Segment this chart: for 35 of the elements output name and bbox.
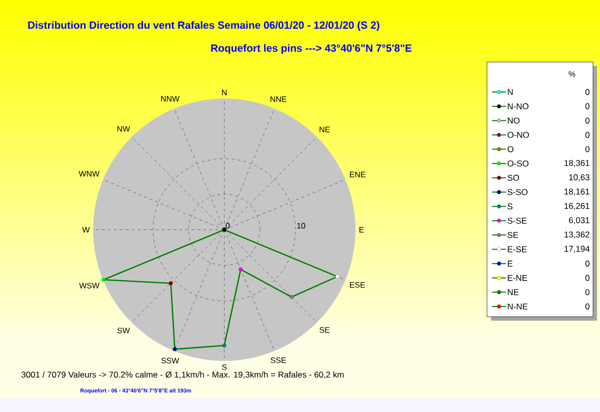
text: N bbox=[508, 89, 513, 95]
text: SO bbox=[508, 174, 520, 181]
text: 0 bbox=[585, 289, 590, 296]
text: S bbox=[508, 203, 512, 210]
text: 3001 / 7079 Valeurs -> 70.2% calme - Ø 1,1km/h - Max. 19,3km/h = Rafales - 60,2 km bbox=[22, 371, 344, 379]
text: 0 bbox=[585, 260, 590, 267]
text: 13,362 bbox=[564, 232, 590, 238]
chart-title: Distribution Direction du vent Rafales Semaine 06/01/20 - 12/01/20 (S 2) bbox=[28, 21, 380, 31]
text: 18,361 bbox=[564, 160, 590, 167]
chart-subtitle: Roquefort les pins ---> 43°40'6"N 7°5'8"E bbox=[211, 44, 412, 54]
text: O-SO bbox=[508, 160, 528, 166]
text: 6,031 bbox=[569, 217, 590, 224]
text: 10,63 bbox=[569, 174, 590, 182]
text: S-SO bbox=[508, 189, 528, 196]
text: E-NE bbox=[508, 274, 528, 281]
text: 18,161 bbox=[564, 188, 590, 196]
text: N-NO bbox=[508, 103, 528, 110]
text: 0 bbox=[585, 103, 590, 110]
text: N-NE bbox=[508, 304, 528, 310]
text: 0 bbox=[585, 304, 590, 310]
text: NO bbox=[508, 118, 520, 124]
text: E-SE bbox=[508, 246, 527, 252]
text: S-SE bbox=[508, 218, 527, 224]
text: NE bbox=[508, 289, 519, 296]
text: 0 bbox=[585, 274, 590, 281]
text: E bbox=[508, 260, 512, 267]
text: O bbox=[508, 146, 514, 152]
text: 0 bbox=[585, 132, 590, 138]
text: SE bbox=[508, 232, 518, 238]
text: 0 bbox=[585, 89, 590, 95]
text: 0 bbox=[585, 118, 590, 124]
text: 0 bbox=[585, 146, 590, 152]
text: 17,194 bbox=[564, 246, 590, 253]
text: O-NO bbox=[508, 132, 529, 138]
text: 16,261 bbox=[564, 202, 590, 210]
